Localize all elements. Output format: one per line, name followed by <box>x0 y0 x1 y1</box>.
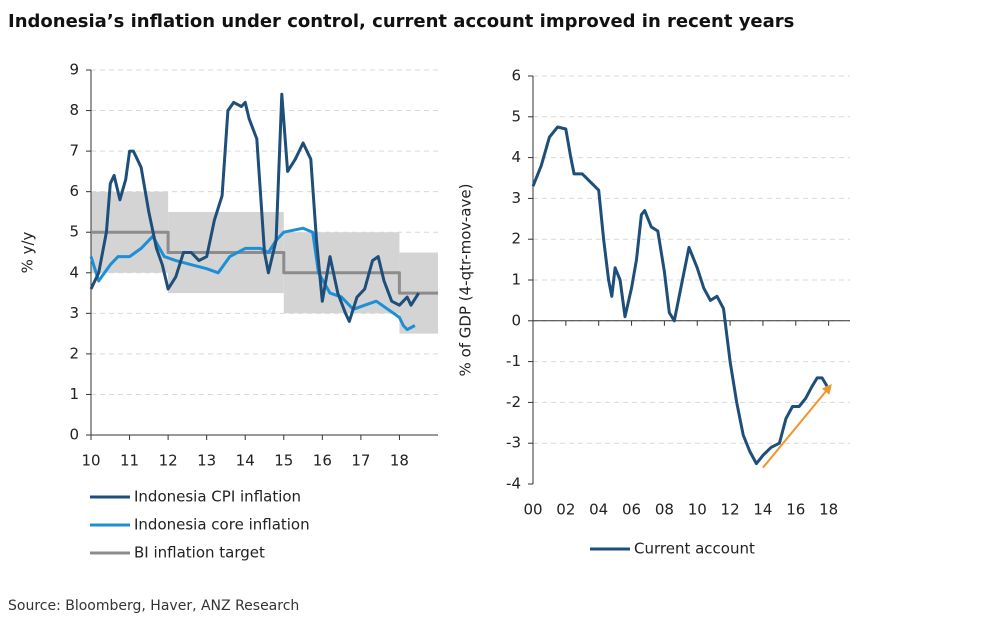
y-tick-label: -2 <box>506 393 521 411</box>
x-tick-label: 04 <box>589 501 608 519</box>
y-tick-label: 9 <box>69 61 79 79</box>
x-tick-label: 11 <box>120 452 139 470</box>
y-axis-label: % of GDP (4-qtr-mov-ave) <box>457 184 475 377</box>
x-tick-label: 00 <box>523 501 542 519</box>
y-tick-label: 4 <box>69 263 79 281</box>
y-tick-label: 6 <box>69 182 79 200</box>
x-tick-label: 14 <box>753 501 772 519</box>
x-tick-label: 08 <box>655 501 674 519</box>
page-title: Indonesia’s inflation under control, cur… <box>8 11 794 32</box>
series-line <box>91 230 438 295</box>
y-axis-label: % y/y <box>19 231 37 273</box>
x-tick-label: 12 <box>159 452 178 470</box>
legend-label: BI inflation target <box>134 544 265 562</box>
x-tick-label: 12 <box>721 501 740 519</box>
y-tick-label: 0 <box>69 426 79 444</box>
y-tick-label: 3 <box>511 189 521 207</box>
legend-label: Indonesia core inflation <box>134 516 310 534</box>
source-note: Source: Bloomberg, Haver, ANZ Research <box>8 598 299 614</box>
y-tick-label: 6 <box>511 67 521 85</box>
legend-label: Current account <box>634 540 755 558</box>
y-tick-label: 7 <box>69 142 79 160</box>
y-tick-label: 2 <box>69 344 79 362</box>
x-tick-label: 10 <box>81 452 100 470</box>
y-tick-label: 1 <box>69 385 79 403</box>
series-line <box>89 226 416 332</box>
y-tick-label: 3 <box>69 304 79 322</box>
x-tick-label: 16 <box>313 452 332 470</box>
series-line <box>531 125 829 466</box>
y-tick-label: 0 <box>511 311 521 329</box>
trend-arrow-head <box>821 384 832 395</box>
y-tick-label: -1 <box>506 352 521 370</box>
y-tick-label: 4 <box>511 148 521 166</box>
y-tick-label: 2 <box>511 230 521 248</box>
x-tick-label: 02 <box>556 501 575 519</box>
x-tick-label: 17 <box>351 452 370 470</box>
trend-arrow <box>762 388 829 469</box>
y-tick-label: 1 <box>511 271 521 289</box>
y-tick-label: 5 <box>69 223 79 241</box>
x-tick-label: 14 <box>236 452 255 470</box>
y-tick-label: 8 <box>69 101 79 119</box>
y-tick-label: -4 <box>506 475 521 493</box>
y-tick-label: 5 <box>511 107 521 125</box>
y-tick-label: -3 <box>506 434 521 452</box>
x-tick-label: 13 <box>197 452 216 470</box>
x-tick-label: 18 <box>819 501 838 519</box>
x-tick-label: 16 <box>786 501 805 519</box>
x-tick-label: 06 <box>622 501 641 519</box>
x-tick-label: 18 <box>390 452 409 470</box>
series-line <box>89 92 420 323</box>
x-tick-label: 10 <box>688 501 707 519</box>
legend-label: Indonesia CPI inflation <box>134 488 301 506</box>
x-tick-label: 15 <box>274 452 293 470</box>
